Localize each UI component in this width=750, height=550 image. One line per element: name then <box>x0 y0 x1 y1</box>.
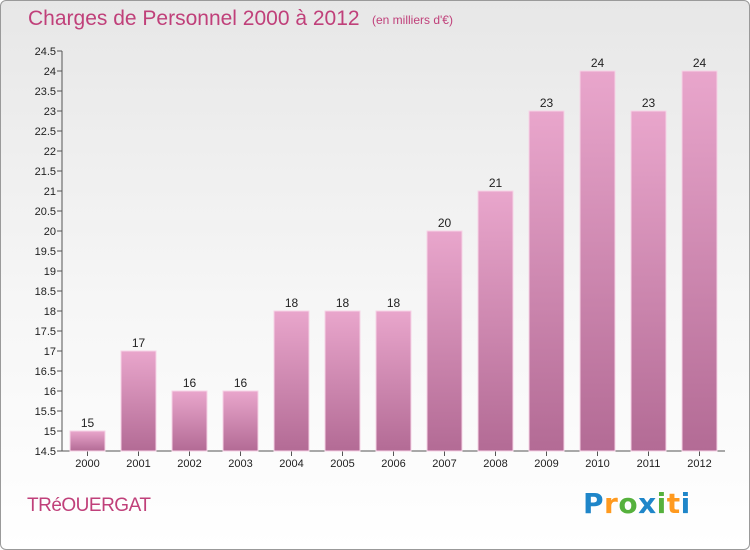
bar-value-label: 15 <box>81 416 95 430</box>
y-tick-label: 17 <box>44 346 56 358</box>
bar-2003 <box>222 390 259 452</box>
logo-letter: t <box>666 487 681 520</box>
x-tick-label: 2002 <box>177 458 201 470</box>
y-tick-label: 16.5 <box>35 366 56 378</box>
y-tick-label: 14.5 <box>35 446 56 458</box>
x-tick-label: 2003 <box>228 458 252 470</box>
y-tick-label: 15 <box>44 426 56 438</box>
x-tick-label: 2006 <box>381 458 405 470</box>
bar-2011 <box>630 110 667 452</box>
bar-value-label: 16 <box>234 376 248 390</box>
y-tick-label: 21.5 <box>35 166 56 178</box>
y-tick-label: 21 <box>44 186 56 198</box>
x-tick-label: 2011 <box>637 458 661 470</box>
bar-2002 <box>171 390 208 452</box>
chart-bars: 15 17 16 16 18 18 18 20 21 23 24 23 24 <box>69 56 718 452</box>
y-tick-label: 19.5 <box>35 246 56 258</box>
y-tick-label: 24.5 <box>35 46 56 58</box>
y-tick-label: 19 <box>44 266 56 278</box>
x-tick-label: 2000 <box>75 458 99 470</box>
y-tick-label: 18 <box>44 306 56 318</box>
bar-value-label: 24 <box>693 56 707 70</box>
x-tick-label: 2004 <box>279 458 303 470</box>
y-tick-label: 23 <box>44 106 56 118</box>
bar-value-label: 18 <box>336 296 350 310</box>
y-tick-label: 18.5 <box>35 286 56 298</box>
bar-2001 <box>120 350 157 452</box>
bar-value-label: 17 <box>132 336 146 350</box>
bar-value-label: 20 <box>438 216 452 230</box>
y-tick-label: 16 <box>44 386 56 398</box>
y-tick-label: 20.5 <box>35 206 56 218</box>
bar-2000 <box>69 430 106 452</box>
bar-value-label: 16 <box>183 376 197 390</box>
bar-value-label: 18 <box>387 296 401 310</box>
bar-value-label: 21 <box>489 176 503 190</box>
logo-letter: o <box>618 487 639 520</box>
bar-2012 <box>681 70 718 452</box>
bar-value-label: 18 <box>285 296 299 310</box>
y-tick-label: 20 <box>44 226 56 238</box>
bar-2004 <box>273 310 310 452</box>
x-tick-label: 2010 <box>585 458 609 470</box>
y-tick-label: 17.5 <box>35 326 56 338</box>
y-tick-label: 23.5 <box>35 86 56 98</box>
y-tick-label: 24 <box>44 66 56 78</box>
y-tick-label: 15.5 <box>35 406 56 418</box>
x-tick-label: 2008 <box>483 458 507 470</box>
bar-2009 <box>528 110 565 452</box>
bar-value-label: 23 <box>540 96 554 110</box>
y-tick-label: 22 <box>44 146 56 158</box>
x-tick-label: 2001 <box>126 458 150 470</box>
bar-value-label: 23 <box>642 96 656 110</box>
x-tick-label: 2009 <box>534 458 558 470</box>
bar-value-label: 24 <box>591 56 605 70</box>
chart-subtitle: (en milliers d'€) <box>372 13 453 27</box>
logo-letter: r <box>604 487 619 520</box>
proxiti-logo: Proxiti <box>583 487 691 520</box>
bar-2006 <box>375 310 412 452</box>
bar-2005 <box>324 310 361 452</box>
x-tick-label: 2007 <box>432 458 456 470</box>
logo-letter: i <box>656 487 667 520</box>
y-tick-label: 22.5 <box>35 126 56 138</box>
x-tick-label: 2012 <box>687 458 711 470</box>
chart-title: Charges de Personnel 2000 à 2012 <box>28 7 360 30</box>
logo-letter: x <box>638 487 657 520</box>
x-tick-label: 2005 <box>330 458 354 470</box>
commune-name: TRéOUERGAT <box>27 495 151 516</box>
logo-letter: i <box>680 487 691 520</box>
bar-2007 <box>426 230 463 452</box>
bar-2010 <box>579 70 616 452</box>
bar-2008 <box>477 190 514 452</box>
logo-letter: P <box>583 487 605 520</box>
